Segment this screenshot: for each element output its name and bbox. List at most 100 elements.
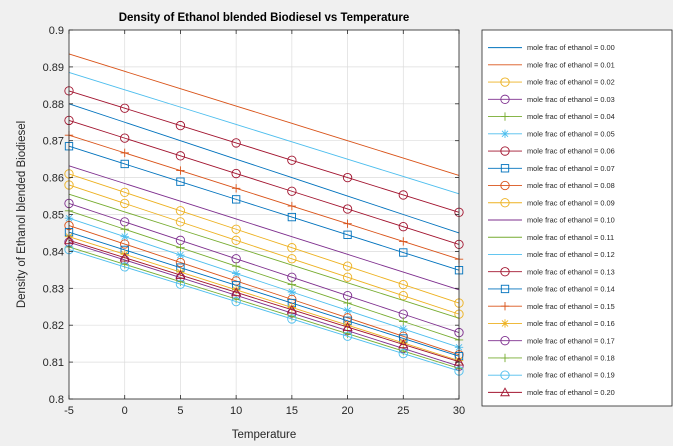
x-tick-label: -5 (64, 405, 74, 417)
y-tick-label: 0.89 (43, 62, 64, 74)
legend-label: mole frac of ethanol = 0.08 (527, 181, 615, 190)
x-tick-label: 20 (341, 405, 353, 417)
data-point (398, 222, 408, 232)
x-tick-label: 15 (286, 405, 298, 417)
legend-swatch-marker (500, 164, 510, 173)
legend-label: mole frac of ethanol = 0.18 (527, 354, 615, 363)
legend-label: mole frac of ethanol = 0.01 (527, 60, 615, 69)
data-point (399, 248, 408, 257)
data-point (287, 243, 297, 253)
data-point (343, 306, 352, 315)
series-line (68, 231, 460, 357)
data-point (287, 287, 297, 297)
data-point (231, 285, 241, 294)
data-point (175, 206, 186, 216)
legend-swatch-marker (500, 180, 510, 191)
data-point (176, 267, 185, 277)
data-point (399, 338, 408, 348)
data-point (398, 339, 409, 349)
data-point (342, 331, 353, 341)
data-point (176, 243, 185, 252)
data-point (231, 269, 241, 278)
data-point (287, 212, 297, 222)
series-line (68, 103, 460, 234)
legend-item: mole frac of ethanol = 0.18 (488, 354, 615, 363)
series-12 (68, 72, 460, 195)
legend-item: mole frac of ethanol = 0.05 (488, 129, 615, 138)
data-point (287, 314, 297, 324)
legend-label: mole frac of ethanol = 0.13 (527, 267, 615, 276)
legend-item: mole frac of ethanol = 0.16 (488, 319, 615, 328)
series-layer (64, 53, 464, 376)
data-point (231, 195, 241, 204)
series-line (68, 203, 460, 334)
data-point (175, 217, 186, 227)
data-point (342, 272, 353, 282)
legend-swatch-marker (500, 319, 510, 328)
data-point (231, 287, 242, 297)
y-tick-label: 0.81 (43, 357, 64, 369)
legend-item: mole frac of ethanol = 0.07 (488, 164, 615, 173)
series-0 (68, 103, 460, 234)
data-point (175, 279, 186, 289)
legend-item: mole frac of ethanol = 0.12 (488, 250, 615, 259)
data-point (176, 250, 185, 260)
data-point (287, 186, 297, 196)
series-line (68, 241, 460, 367)
legend-swatch-marker (500, 198, 510, 208)
legend-swatch-marker (500, 284, 510, 294)
series-line (68, 119, 460, 245)
data-point (175, 257, 186, 268)
legend-label: mole frac of ethanol = 0.10 (527, 216, 615, 225)
x-tick-label: 25 (397, 405, 409, 417)
data-point (176, 166, 185, 175)
y-tick-label: 0.84 (43, 246, 64, 258)
legend-item: mole frac of ethanol = 0.20 (488, 387, 615, 397)
legend-item: mole frac of ethanol = 0.13 (488, 267, 615, 277)
x-tick-label: 0 (122, 405, 128, 417)
x-axis-label: Temperature (232, 429, 297, 441)
data-point (120, 187, 130, 198)
series-line (68, 236, 460, 362)
data-point (342, 261, 353, 271)
series-13 (64, 86, 464, 217)
legend-swatch-marker (500, 301, 510, 311)
data-point (231, 224, 241, 234)
legend-swatch-marker (500, 387, 510, 397)
legend-label: mole frac of ethanol = 0.16 (527, 319, 615, 328)
data-point (120, 262, 130, 272)
legend-label: mole frac of ethanol = 0.00 (527, 43, 615, 52)
legend-label: mole frac of ethanol = 0.14 (527, 285, 615, 294)
data-point (120, 225, 129, 234)
series-line (68, 249, 460, 372)
legend-item: mole frac of ethanol = 0.01 (488, 60, 615, 69)
y-tick-label: 0.85 (43, 210, 64, 222)
legend-swatch-marker (500, 94, 510, 104)
series-line (68, 165, 460, 291)
legend-item: mole frac of ethanol = 0.00 (488, 43, 615, 52)
series-20 (64, 235, 464, 366)
data-point (399, 317, 408, 326)
legend-label: mole frac of ethanol = 0.20 (527, 388, 615, 397)
series-11 (68, 193, 460, 319)
data-point (287, 155, 297, 165)
data-point (175, 269, 186, 279)
series-1 (68, 53, 460, 176)
legend-label: mole frac of ethanol = 0.17 (527, 336, 615, 345)
legend-swatch-marker (500, 353, 510, 363)
y-tick-label: 0.8 (49, 394, 64, 406)
legend-label: mole frac of ethanol = 0.15 (527, 302, 615, 311)
series-line (68, 90, 460, 213)
data-point (120, 232, 129, 241)
data-point (399, 237, 408, 246)
chart-title: Density of Ethanol blended Biodiesel vs … (119, 12, 410, 24)
legend: mole frac of ethanol = 0.00 mole frac of … (481, 29, 673, 407)
data-point (120, 133, 130, 143)
data-point (175, 120, 186, 131)
data-point (287, 303, 297, 312)
series-line (68, 184, 460, 315)
data-point (120, 198, 130, 209)
legend-item: mole frac of ethanol = 0.10 (488, 216, 615, 225)
legend-label: mole frac of ethanol = 0.03 (527, 95, 615, 104)
